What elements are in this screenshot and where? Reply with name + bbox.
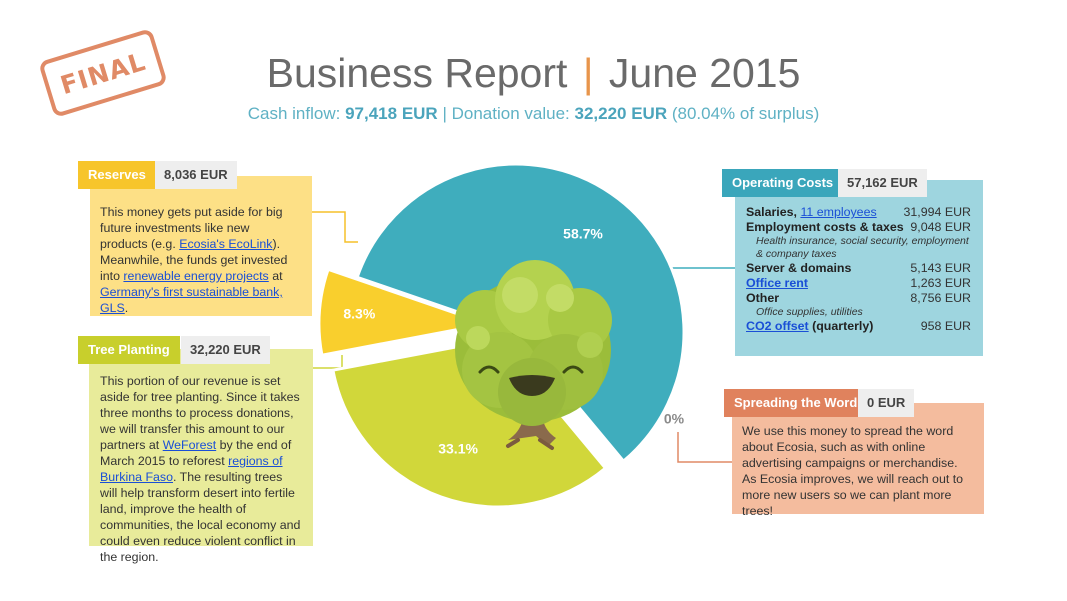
title-left: Business Report bbox=[266, 50, 568, 96]
reserves-text-2: ). Meanwhile, the funds get invested int… bbox=[100, 237, 288, 283]
ecolink-link[interactable]: Ecosia's EcoLink bbox=[179, 237, 273, 251]
employees-link[interactable]: 11 employees bbox=[800, 205, 877, 219]
spreading-amount: 0 EUR bbox=[858, 389, 915, 417]
donation-value: 32,220 EUR bbox=[574, 104, 668, 123]
tree-planting-tag: Tree Planting bbox=[78, 336, 180, 364]
pie-label-spreading-the-word: 0% bbox=[664, 411, 685, 427]
pie-slice-tree-planting bbox=[331, 337, 608, 509]
spreading-tag: Spreading the Word bbox=[724, 389, 868, 417]
pie-label-reserves: 8.3% bbox=[343, 305, 375, 321]
tree-connector bbox=[313, 355, 343, 369]
gls-bank-link[interactable]: Germany's first sustainable bank, GLS bbox=[100, 285, 283, 315]
server-row: Server & domains 5,143 EUR bbox=[746, 261, 971, 276]
salaries-label: Salaries, bbox=[746, 205, 797, 219]
operating-costs-tag: Operating Costs bbox=[722, 169, 844, 197]
salaries-value: 31,994 EUR bbox=[903, 205, 971, 219]
pie-label-tree-planting: 33.1% bbox=[438, 441, 478, 457]
office-rent-link[interactable]: Office rent bbox=[746, 276, 808, 290]
salaries-row: Salaries, 11 employees 31,994 EUR bbox=[746, 205, 971, 220]
donation-label: Donation value: bbox=[451, 104, 570, 123]
tree-planting-amount: 32,220 EUR bbox=[181, 336, 270, 364]
pie-slice-labels: 58.7% 0% 33.1% 8.3% bbox=[343, 226, 684, 457]
title-separator: | bbox=[582, 50, 594, 96]
co2-value: 958 EUR bbox=[920, 319, 971, 333]
cash-inflow-label: Cash inflow: bbox=[247, 104, 341, 123]
tree-text-1: This portion of our revenue is set aside… bbox=[100, 374, 300, 452]
spread-connector bbox=[677, 432, 732, 463]
spreading-text: We use this money to spread the word abo… bbox=[742, 424, 964, 518]
other-label: Other bbox=[746, 291, 780, 305]
subtitle-separator: | bbox=[442, 104, 447, 123]
reserves-amount: 8,036 EUR bbox=[155, 161, 237, 189]
reserves-connector bbox=[312, 211, 358, 243]
office-rent-value: 1,263 EUR bbox=[910, 276, 971, 290]
renewable-energy-link[interactable]: renewable energy projects bbox=[123, 269, 269, 283]
page-title: Business Report | June 2015 bbox=[0, 50, 1067, 96]
server-label: Server & domains bbox=[746, 261, 852, 275]
reserves-description: This money gets put aside for big future… bbox=[90, 176, 312, 316]
operating-costs-breakdown: Salaries, 11 employees 31,994 EUR Employ… bbox=[735, 180, 983, 356]
reserves-text-4: . bbox=[124, 301, 129, 315]
other-row: Other 8,756 EUR bbox=[746, 291, 971, 306]
operating-costs-amount: 57,162 EUR bbox=[838, 169, 927, 197]
weforest-link[interactable]: WeForest bbox=[162, 438, 217, 452]
employment-value: 9,048 EUR bbox=[910, 220, 971, 234]
burkina-faso-link[interactable]: regions of Burkina Faso bbox=[100, 454, 283, 484]
tree-text-3: . The resulting trees will help transfor… bbox=[100, 470, 301, 564]
other-value: 8,756 EUR bbox=[910, 291, 971, 305]
employment-note: Health insurance, social security, emplo… bbox=[756, 235, 969, 260]
tree-planting-description: This portion of our revenue is set aside… bbox=[89, 349, 313, 564]
employment-label: Employment costs & taxes bbox=[746, 220, 904, 234]
tree-text-2: by the end of March 2015 to reforest bbox=[100, 438, 292, 468]
cash-inflow-value: 97,418 EUR bbox=[345, 104, 438, 123]
co2-suffix: (quarterly) bbox=[812, 319, 874, 333]
co2-offset-link[interactable]: CO2 offset bbox=[746, 319, 809, 333]
pie-label-operating-costs: 58.7% bbox=[563, 226, 603, 242]
other-note: Office supplies, utilities bbox=[756, 306, 863, 318]
tree-mascot-icon bbox=[455, 260, 612, 450]
page-subtitle: Cash inflow: 97,418 EUR | Donation value… bbox=[0, 104, 1067, 124]
reserves-tag: Reserves bbox=[78, 161, 156, 189]
spreading-description: We use this money to spread the word abo… bbox=[732, 403, 984, 518]
employment-row: Employment costs & taxes 9,048 EUR bbox=[746, 220, 971, 235]
reserves-text-3: at bbox=[268, 269, 283, 283]
pie-slice-reserves bbox=[317, 267, 493, 357]
donation-percent: (80.04% of surplus) bbox=[671, 104, 820, 123]
office-rent-row: Office rent 1,263 EUR bbox=[746, 276, 971, 291]
title-right: June 2015 bbox=[608, 50, 801, 96]
reserves-text-1: This money gets put aside for big future… bbox=[100, 205, 283, 251]
server-value: 5,143 EUR bbox=[910, 261, 971, 275]
co2-row: CO2 offset (quarterly) 958 EUR bbox=[746, 319, 971, 334]
